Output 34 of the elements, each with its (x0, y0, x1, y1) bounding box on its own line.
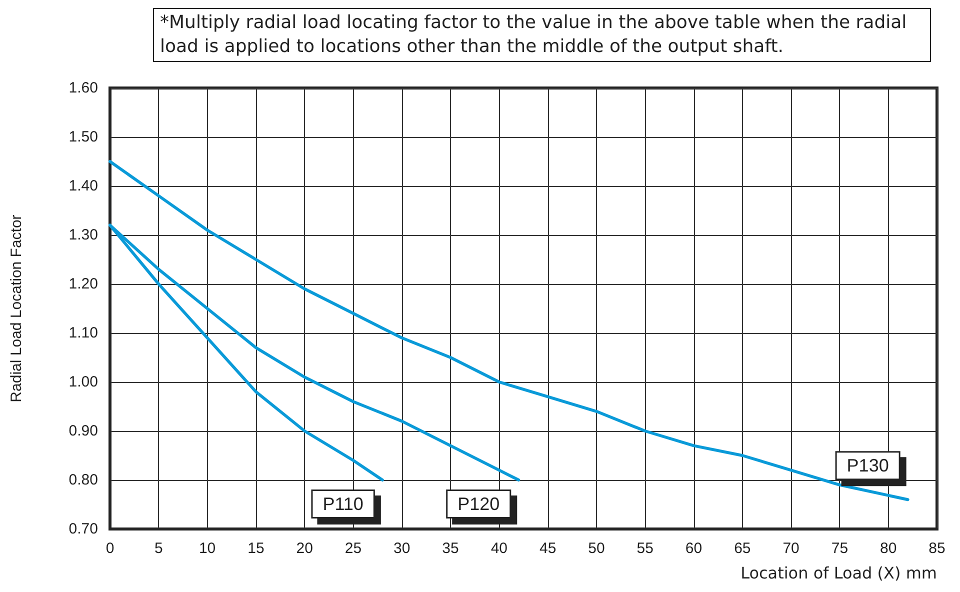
x-tick-label: 65 (734, 540, 751, 557)
y-axis-title: Radial Load Location Factor (8, 214, 25, 402)
x-tick-label: 15 (248, 540, 264, 557)
y-tick-label: 0.90 (68, 422, 98, 440)
y-tick-label: 1.40 (68, 178, 98, 194)
series-label: P130 (846, 456, 889, 476)
y-tick-label: 1.10 (68, 324, 98, 342)
y-tick-label: 1.00 (68, 374, 98, 390)
series-label: P120 (458, 494, 500, 514)
x-tick-label: 80 (880, 540, 897, 557)
x-tick-label: 85 (928, 540, 946, 557)
x-tick-label: 20 (296, 540, 313, 557)
y-tick-label: 1.50 (68, 128, 98, 146)
x-tick-label: 30 (394, 540, 410, 557)
x-tick-label: 35 (442, 540, 459, 557)
x-tick-label: 50 (588, 540, 605, 557)
x-tick-label: 70 (782, 540, 800, 557)
x-axis-title: Location of Load (X) mm (740, 564, 937, 582)
x-tick-label: 25 (344, 540, 362, 557)
text: *Multiply radial load locating factor to the value in the above table when the radial load is applied to locations other than the middle of the output shaft. (153, 8, 931, 62)
x-tick-label: 0 (106, 540, 114, 557)
y-tick-label: 0.70 (68, 520, 98, 538)
series-label: P110 (322, 494, 364, 514)
x-tick-label: 10 (198, 540, 216, 557)
x-tick-label: 5 (154, 540, 163, 557)
x-tick-label: 60 (685, 540, 702, 557)
y-tick-label: 0.80 (68, 472, 98, 488)
y-tick-label: 1.60 (68, 80, 98, 96)
x-tick-label: 75 (831, 540, 848, 557)
y-tick-label: 1.20 (68, 276, 98, 292)
x-tick-label: 55 (636, 540, 654, 557)
y-tick-label: 1.30 (68, 226, 98, 244)
x-tick-label: 40 (490, 540, 508, 557)
x-tick-label: 45 (539, 540, 556, 557)
